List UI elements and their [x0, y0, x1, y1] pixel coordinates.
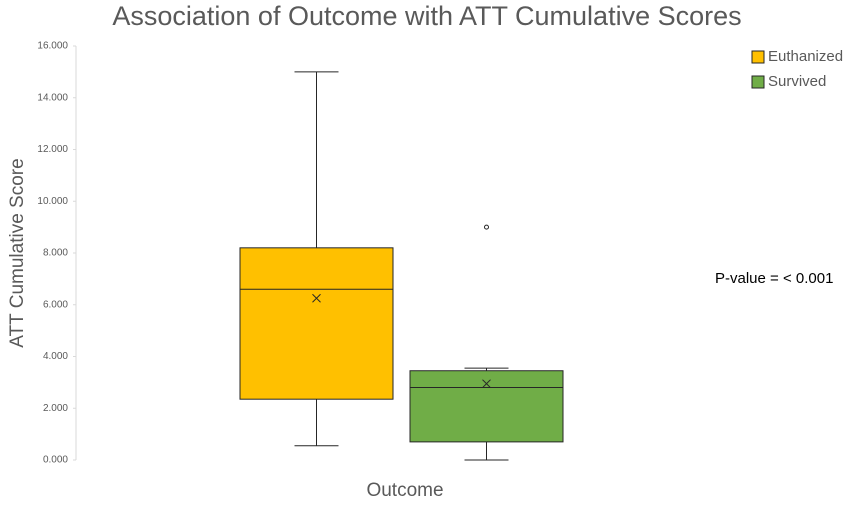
annotation: P-value = < 0.001 [715, 270, 833, 287]
chart-title: Association of Outcome with ATT Cumulati… [112, 1, 741, 31]
y-tick-label: 16.000 [37, 41, 68, 52]
box [239, 247, 394, 400]
mean-marker [482, 379, 491, 389]
legend-swatch [751, 75, 765, 89]
y-tick-label: 14.000 [37, 92, 68, 103]
x-axis-label: Outcome [366, 480, 443, 501]
legend-label: Euthanized [768, 48, 843, 65]
legend-swatch [751, 50, 765, 64]
mean-marker [312, 293, 321, 303]
y-tick-label: 0.000 [43, 455, 68, 466]
y-tick-label: 2.000 [43, 403, 68, 414]
y-tick-label: 10.000 [37, 196, 68, 207]
outlier [484, 224, 489, 230]
legend-label: Survived [768, 73, 826, 90]
y-tick-label: 12.000 [37, 144, 68, 155]
box [409, 370, 564, 443]
y-tick-label: 8.000 [43, 248, 68, 259]
y-tick-label: 4.000 [43, 351, 68, 362]
y-tick-label: 6.000 [43, 299, 68, 310]
y-axis-label: ATT Cumulative Score [7, 158, 28, 347]
